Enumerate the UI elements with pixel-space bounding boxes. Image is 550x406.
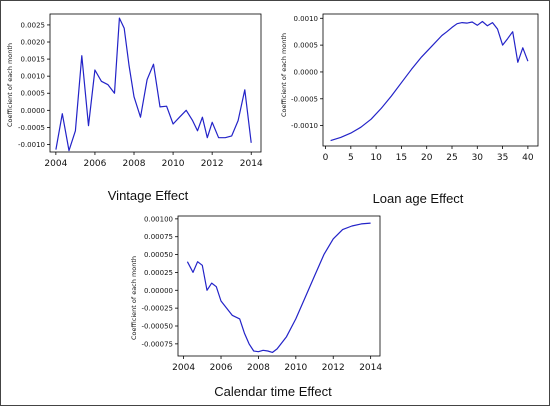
loan-age-xtick-label: 15 (396, 153, 407, 163)
loan-age-ytick-label: -0.0005 (291, 95, 318, 103)
vintage-xtick-label: 2008 (123, 159, 146, 169)
calendar-time-caption: Calendar time Effect (214, 384, 332, 399)
calendar-xtick-label: 2008 (247, 363, 270, 373)
vintage-ytick-label: 0.0015 (21, 56, 46, 64)
loan-age-xtick-label: 25 (446, 153, 457, 163)
vintage-ytick-label: -0.0010 (18, 141, 45, 149)
vintage-xtick-label: 2004 (44, 159, 67, 169)
vintage-ylabel: Coefficient of each month (6, 43, 14, 127)
loan-age-ytick-label: 0.0010 (294, 15, 319, 23)
vintage-xtick-label: 2006 (83, 159, 106, 169)
calendar-xtick-label: 2010 (284, 363, 307, 373)
calendar-xtick-label: 2004 (172, 363, 195, 373)
calendar-ytick-label: 0.00075 (144, 233, 173, 241)
loan-age-xtick-label: 30 (472, 153, 484, 163)
vintage-ytick-label: -0.0005 (18, 124, 45, 132)
calendar-xtick-label: 2012 (322, 363, 345, 373)
loan-age-caption: Loan age Effect (373, 191, 464, 206)
vintage-xtick-label: 2010 (162, 159, 185, 169)
calendar-ytick-label: 0.00050 (144, 251, 173, 259)
calendar-axes-frame (177, 215, 381, 357)
loan-age-axes-frame (322, 13, 539, 147)
calendar-xtick-label: 2014 (359, 363, 382, 373)
calendar-time-ylabel: Coefficient of each month (130, 256, 138, 340)
vintage-xtick-label: 2012 (201, 159, 224, 169)
loan-age-xtick-label: 10 (370, 153, 382, 163)
calendar-ytick-label: -0.00050 (142, 323, 173, 331)
loan-age-panel: Coefficient of each month Loan age Effec… (280, 13, 539, 206)
vintage-ytick-label: 0.0000 (21, 107, 46, 115)
calendar-ytick-label: 0.00100 (144, 215, 173, 223)
vintage-ytick-label: 0.0020 (21, 39, 46, 47)
vintage-ytick-label: 0.0005 (21, 90, 46, 98)
calendar-ytick-label: 0.00000 (144, 287, 173, 295)
loan-age-xtick-label: 5 (348, 153, 354, 163)
loan-age-xtick-label: 40 (522, 153, 534, 163)
loan-age-series-line (330, 20, 529, 142)
loan-age-ylabel: Coefficient of each month (280, 33, 288, 117)
vintage-xtick-label: 2014 (240, 159, 263, 169)
loan-age-ytick-label: 0.0000 (294, 68, 319, 76)
vintage-caption: Vintage Effect (108, 188, 189, 203)
vintage-ytick-label: 0.0010 (21, 73, 46, 81)
vintage-series-line (55, 17, 252, 152)
vintage-axes-frame (49, 13, 262, 153)
loan-age-xtick-label: 35 (497, 153, 508, 163)
calendar-ytick-label: 0.00025 (144, 269, 173, 277)
calendar-xtick-label: 2006 (210, 363, 233, 373)
calendar-ytick-label: -0.00075 (142, 340, 173, 348)
loan-age-xtick-label: 20 (421, 153, 433, 163)
calendar-series-line (186, 222, 371, 353)
loan-age-ytick-label: 0.0005 (294, 42, 319, 50)
calendar-time-panel: Coefficient of each month Calendar time … (130, 215, 382, 399)
loan-age-xtick-label: 0 (323, 153, 329, 163)
vintage-ytick-label: 0.0025 (21, 21, 46, 29)
calendar-ytick-label: -0.00025 (142, 305, 173, 313)
vintage-panel: Coefficient of each month Vintage Effect… (6, 13, 263, 203)
loan-age-ytick-label: -0.0010 (291, 122, 318, 130)
